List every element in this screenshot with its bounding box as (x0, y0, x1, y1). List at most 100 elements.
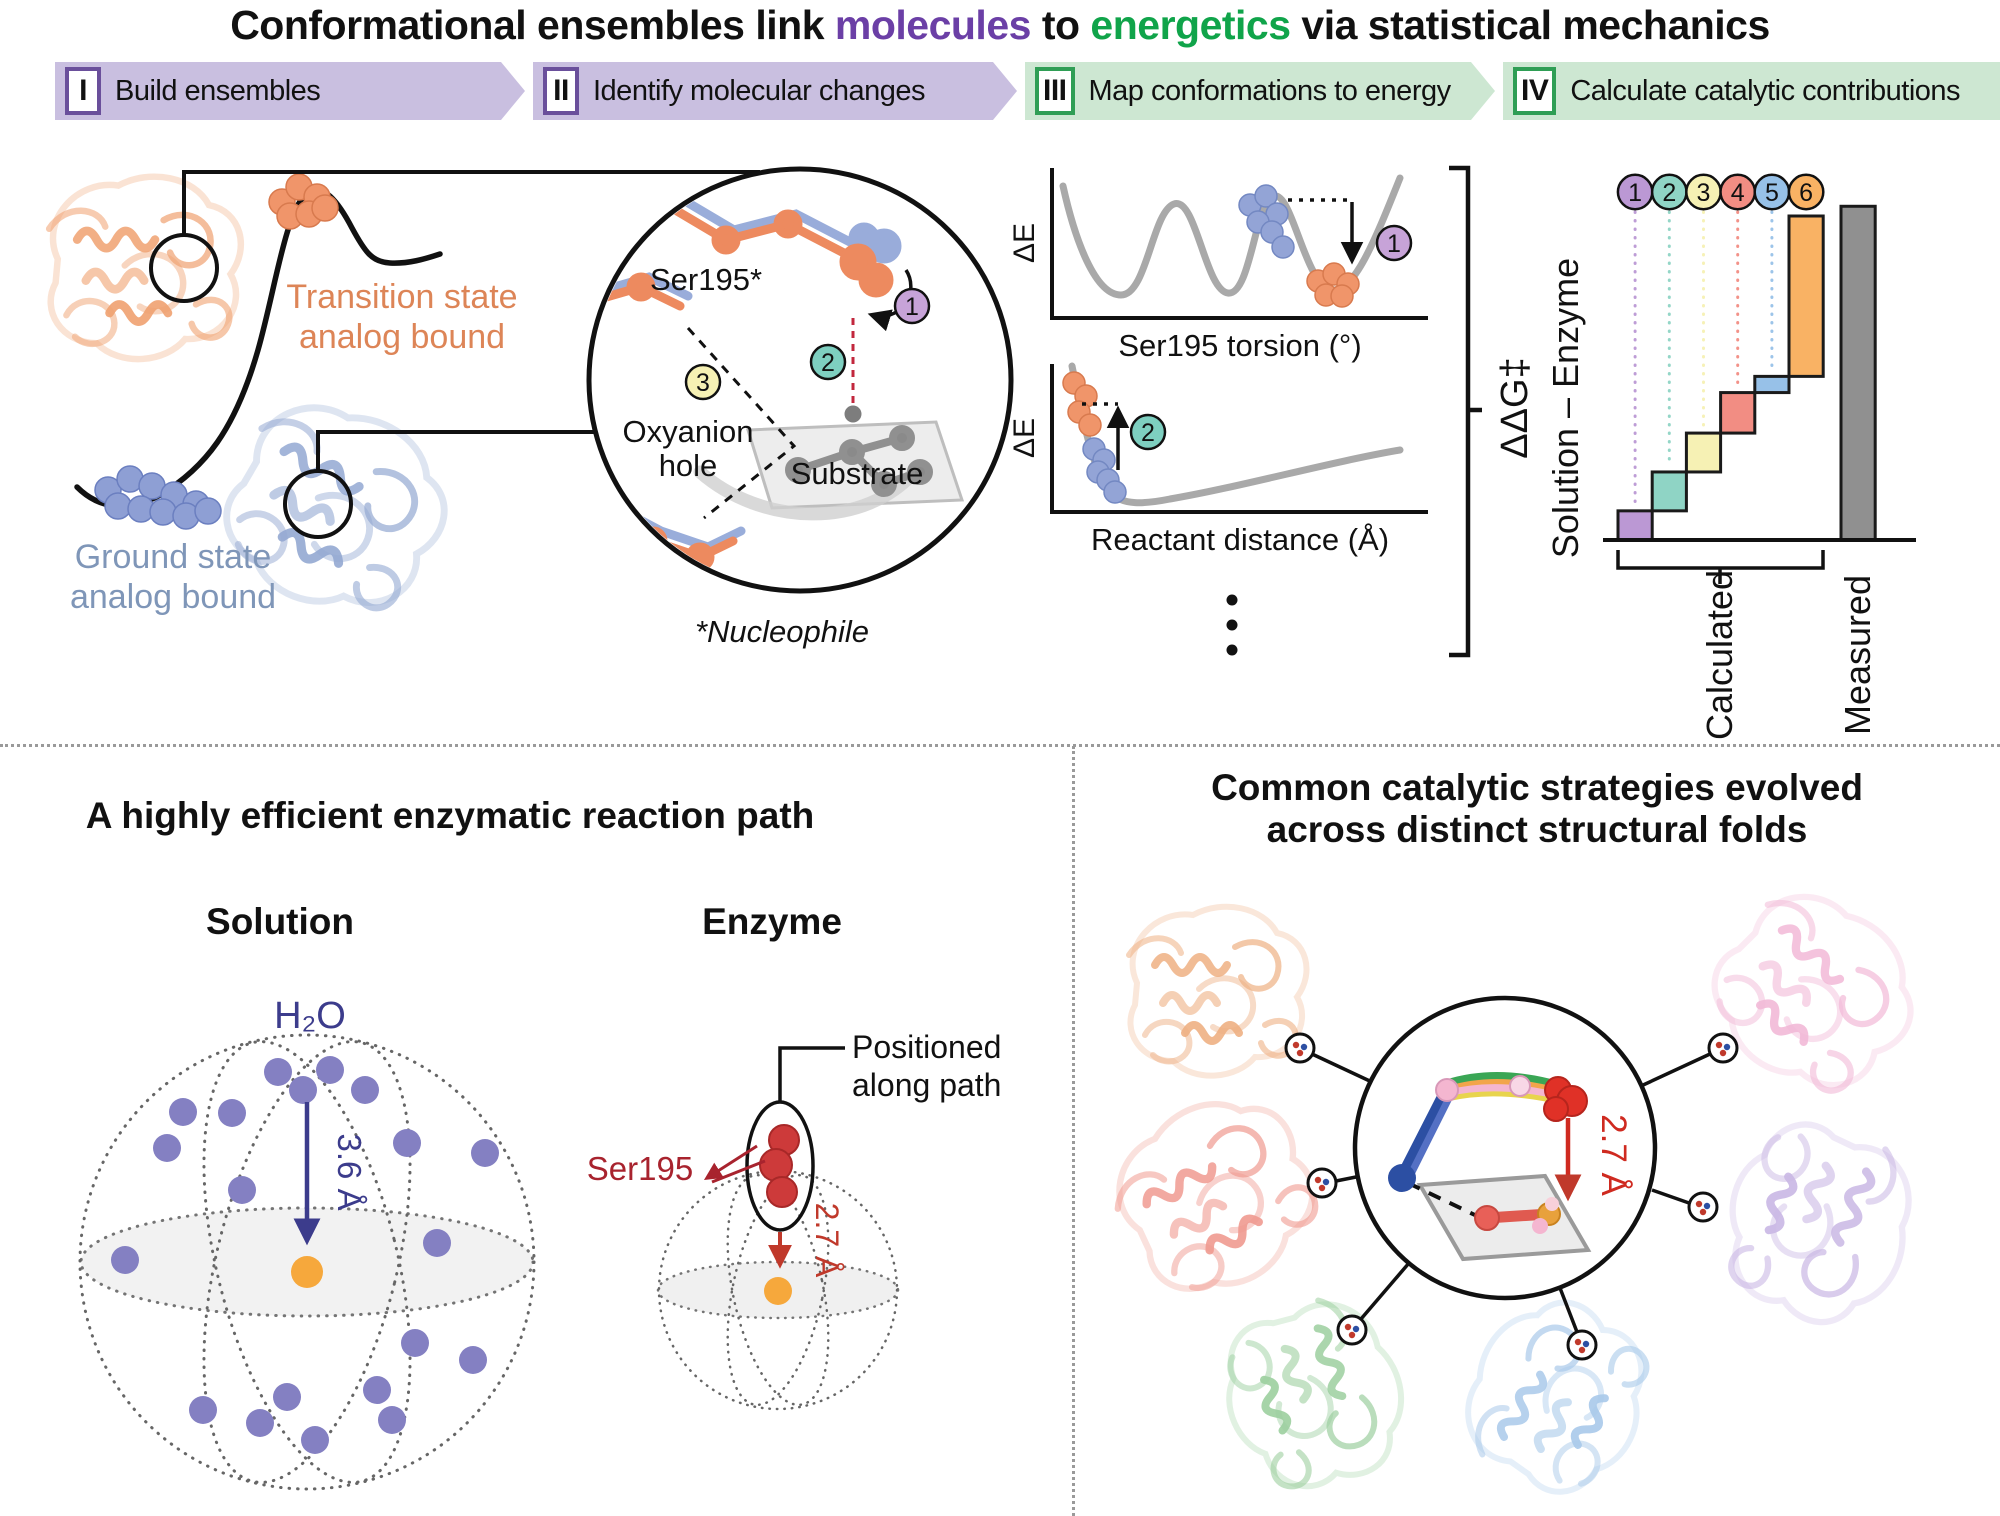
waterfall-bar-2 (1650, 470, 1688, 513)
top-panel: Transition state analog bound Ground sta… (0, 165, 1916, 740)
solution-electrophile-dot (291, 1256, 323, 1288)
overlay-joint-atom (1435, 1078, 1459, 1102)
step-2-label: Identify molecular changes (593, 74, 925, 107)
workflow-step-2: II Identify molecular changes (533, 62, 1017, 120)
calculated-bracket (1616, 550, 1825, 584)
badge-1-number: 1 (905, 293, 919, 321)
waterfall-bar-1 (1616, 509, 1654, 542)
overlay-circle (1352, 995, 1658, 1301)
waterfall-badge-6-icon (1787, 173, 1825, 211)
ddg-axis-label: ΔΔG‡ (1494, 357, 1536, 458)
oxyanion-oxygen (844, 405, 862, 423)
waterfall-badge-2-number: 2 (1662, 179, 1676, 207)
energy-plot-distance: 2 Reactant distance (Å) ΔE (1008, 362, 1428, 557)
waterfall-badge-3-number: 3 (1697, 179, 1711, 207)
solution-column-label: Solution (206, 901, 354, 942)
transition-state-protein-cartoon (49, 177, 241, 359)
connector-transition-to-inset (182, 170, 760, 235)
ser195-enzyme-label: Ser195 (587, 1150, 693, 1187)
ser195-label: Ser195* (650, 262, 762, 297)
more-coordinates-ellipsis (1226, 594, 1238, 656)
fold-protein-blue (1441, 1277, 1676, 1515)
transition-state-label-line1: Transition state (286, 278, 517, 316)
ground-state-label-line2: analog bound (70, 578, 276, 616)
transition-state-ensemble-spheres (268, 173, 339, 230)
step-1-numeral: I (65, 67, 101, 115)
enzyme-distance-label: 2.7 Å (809, 1203, 845, 1278)
water-distance-label: 3.6 Å (331, 1133, 368, 1210)
calculated-label: Calculated (1699, 570, 1740, 740)
fold-active-site-circles (1284, 1032, 1739, 1361)
waterfall-bar-5 (1753, 374, 1791, 395)
energy-plot-torsion: 1 Ser195 torsion (°) ΔE (1008, 168, 1428, 363)
substrate-plane (693, 405, 965, 521)
ground-state-label-line1: Ground state (75, 538, 272, 576)
water-positions-dots (111, 1056, 499, 1454)
active-site-inset-content (592, 193, 965, 572)
torsion-blue-ensemble (1238, 184, 1295, 259)
workflow-banner: I Build ensembles II Identify molecular … (55, 62, 2000, 120)
figure-title: Conformational ensembles link molecules … (0, 2, 2000, 49)
folds-panel: Common catalytic strategies evolved acro… (1075, 767, 2000, 1516)
title-pre: Conformational ensembles link (230, 2, 835, 48)
nucleophile-footnote: *Nucleophile (695, 614, 869, 649)
fold-connector-lines (1311, 1052, 1711, 1333)
step-3-label: Map conformations to energy (1088, 74, 1451, 107)
overlay-mid-atom (1509, 1075, 1531, 1097)
solution-sphere: H₂O 3.6 Å (78, 995, 536, 1491)
step-2-numeral: II (543, 67, 579, 115)
overlay-content (1388, 1072, 1592, 1262)
fold-protein-green (1205, 1284, 1424, 1509)
plot2-badge-icon (1129, 413, 1167, 451)
plot1-xlabel: Ser195 torsion (°) (1118, 328, 1361, 363)
ser195-position-dots (759, 1124, 800, 1208)
measured-bar (1839, 204, 1877, 542)
ddg-bracket (1449, 165, 1482, 658)
title-molecules: molecules (834, 2, 1032, 48)
positioned-label-line2: along path (852, 1067, 1001, 1103)
workflow-step-3: III Map conformations to energy (1025, 62, 1495, 120)
transition-state-label-line2: analog bound (299, 318, 505, 356)
plot2-xlabel: Reactant distance (Å) (1091, 522, 1389, 557)
positioned-label-line1: Positioned (852, 1029, 1001, 1065)
distance-blue-ensemble (1082, 437, 1127, 504)
folds-distance-label: 2.7 Å (1594, 1114, 1633, 1196)
enzyme-electrophile-dot (764, 1277, 792, 1305)
measured-label: Measured (1837, 575, 1878, 735)
plot1-ylabel: ΔE (1008, 223, 1041, 263)
plot2-badge-number: 2 (1141, 419, 1155, 447)
reaction-path-title: A highly efficient enzymatic reaction pa… (86, 795, 815, 836)
enzyme-sphere-outline (657, 1169, 899, 1411)
step-1-label: Build ensembles (115, 74, 321, 107)
badge-2-icon (809, 343, 847, 381)
badge-2-number: 2 (821, 349, 835, 377)
overlay-nucleophile-cluster (1543, 1076, 1588, 1122)
folds-title-line2: across distinct structural folds (1267, 809, 1808, 850)
oxyanion-label-line1: Oxyanion (623, 414, 754, 449)
ground-state-ensemble-spheres (94, 465, 222, 530)
positioned-callout-line (778, 1046, 845, 1102)
badge-1-icon (893, 287, 931, 325)
vertical-divider (1072, 746, 1075, 1516)
waterfall-badge-4-number: 4 (1731, 179, 1745, 207)
waterfall-bar-3 (1684, 431, 1723, 474)
workflow-step-1: I Build ensembles (55, 62, 525, 120)
overlay-dashed-contact (1407, 1181, 1478, 1218)
reaction-path-panel: A highly efficient enzymatic reaction pa… (78, 795, 1001, 1491)
overlay-plane-substrate (1474, 1197, 1561, 1234)
fold-protein-orange (1129, 907, 1307, 1076)
enzyme-meridian-2 (726, 1173, 830, 1407)
waterfall-bar-4 (1719, 391, 1757, 435)
fold-protein-purple (1703, 1106, 1933, 1342)
folds-title-line1: Common catalytic strategies evolved (1211, 767, 1863, 808)
solution-meridian-1 (202, 1040, 412, 1484)
h2o-label: H₂O (274, 995, 346, 1037)
enzyme-column-label: Enzyme (702, 901, 842, 942)
connector-ground-to-inset (316, 430, 596, 471)
waterfall-badge-1-number: 1 (1628, 179, 1642, 207)
oxyanion-label-line2: hole (659, 448, 718, 483)
solution-sphere-outline (78, 1033, 536, 1491)
badge-3-icon (684, 363, 722, 401)
title-energetics: energetics (1090, 2, 1291, 48)
